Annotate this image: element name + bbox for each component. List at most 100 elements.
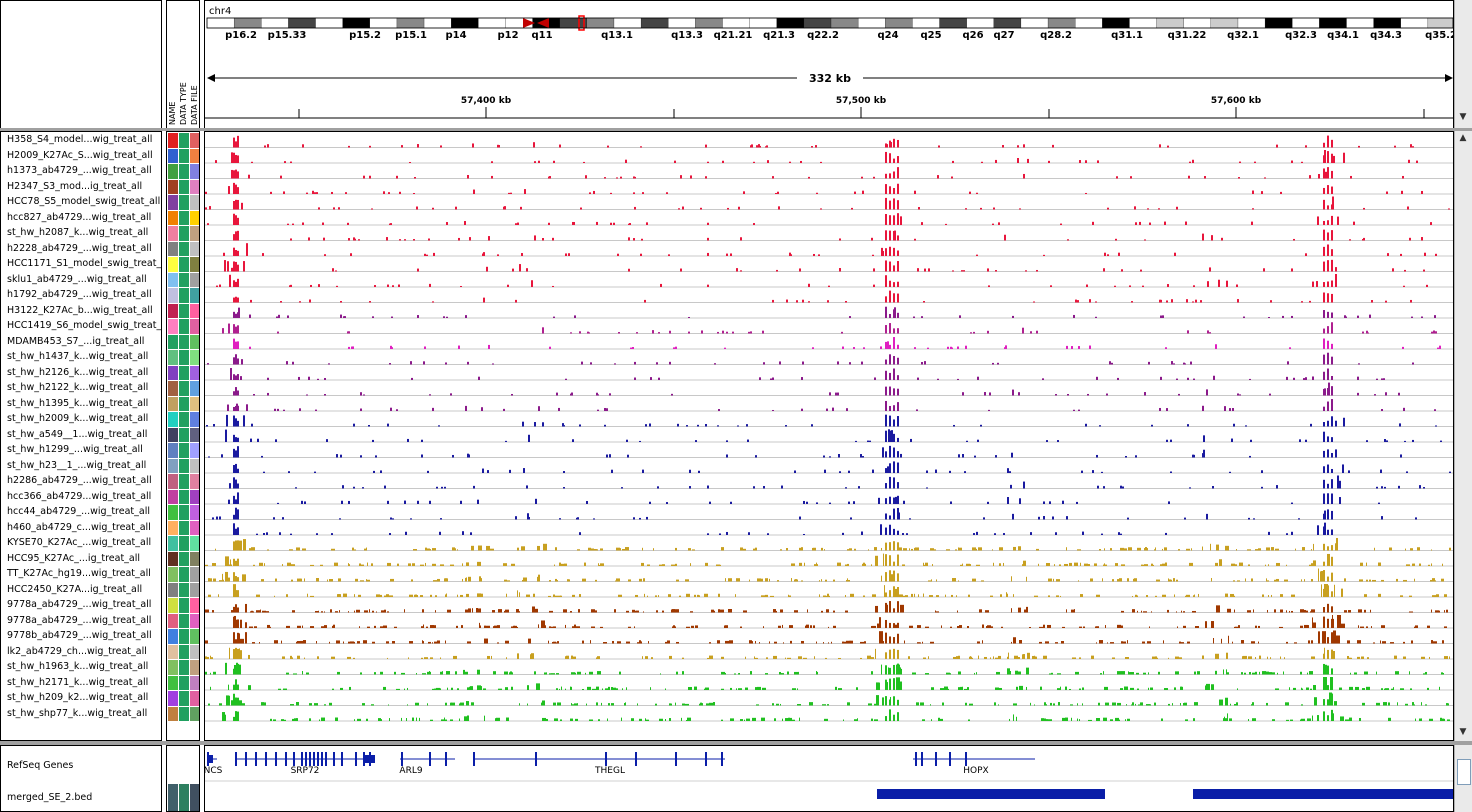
gene-exon[interactable] [309, 752, 311, 766]
track-attribute-cell[interactable] [168, 489, 178, 504]
track-attribute-cell[interactable] [168, 629, 178, 644]
track-name[interactable]: st_hw_a549__1...wig_treat_all [7, 428, 148, 440]
track-names-panel[interactable]: H358_S4_model...wig_treat_all H2009_K27Ac… [0, 131, 162, 741]
track-attribute-cell[interactable] [168, 303, 178, 318]
track-attribute-cell[interactable] [190, 226, 199, 241]
track-name[interactable]: HCC78_S5_model_swig_treat_all [7, 196, 161, 207]
gene-exon[interactable] [305, 752, 307, 766]
track-attribute-cell[interactable] [179, 629, 189, 644]
track-attribute-cell[interactable] [190, 489, 199, 504]
track-name[interactable]: st_hw_h2122_k...wig_treat_all [7, 382, 149, 393]
scroll-up-icon[interactable]: ▲ [1459, 133, 1467, 143]
signal-track[interactable] [222, 322, 1437, 334]
gene-exon[interactable] [275, 752, 277, 766]
track-attribute-cell[interactable] [168, 691, 178, 706]
track-attribute-cell[interactable] [168, 319, 178, 334]
track-name[interactable]: hcc44_ab4729_...wig_treat_all [7, 506, 150, 517]
signal-track[interactable] [233, 135, 1414, 148]
track-attribute-cell[interactable] [168, 272, 178, 287]
track-attribute-cell[interactable] [179, 458, 189, 473]
track-attribute-cell[interactable] [168, 427, 178, 442]
gene-exon[interactable] [207, 755, 213, 763]
track-attribute-cell[interactable] [179, 412, 189, 427]
gene-exon[interactable] [245, 752, 247, 766]
track-attribute-cell[interactable] [190, 365, 199, 380]
track-attribute-cell[interactable] [179, 613, 189, 628]
track-attributes-panel[interactable] [166, 131, 200, 741]
signal-track[interactable] [205, 662, 1444, 675]
track-attribute-cell[interactable] [179, 272, 189, 287]
gene-exon[interactable] [355, 752, 357, 766]
track-name[interactable]: h1373_ab4729_...wig_treat_all [7, 165, 152, 176]
ruler-svg[interactable]: chr4 p16.2 p15.33 p15.2 p15.1 p14 p12 q11 q13.1… [205, 1, 1454, 130]
track-attribute-cell[interactable] [179, 226, 189, 241]
gene-exon[interactable] [317, 752, 319, 766]
signal-track[interactable] [222, 709, 1450, 721]
track-attribute-cell[interactable] [190, 567, 199, 582]
track-name[interactable]: HCC1171_S1_model_swig_treat_ [7, 258, 162, 269]
track-name[interactable]: h460_ab4729_c...wig_treat_all [7, 521, 151, 533]
bed-feature[interactable] [1193, 789, 1454, 799]
signal-track[interactable] [230, 368, 1385, 380]
feature-attributes-panel[interactable] [166, 745, 200, 812]
track-name[interactable]: st_hw_h209_k2...wig_treat_all [7, 692, 149, 703]
signal-track[interactable] [205, 647, 1450, 659]
track-attribute-cell[interactable] [179, 195, 189, 210]
track-attribute-cell[interactable] [190, 303, 199, 318]
signal-track[interactable] [207, 213, 1432, 225]
track-attribute-cell[interactable] [168, 164, 178, 179]
track-attribute-cell[interactable] [168, 257, 178, 272]
track-attribute-cell[interactable] [190, 257, 199, 272]
track-data-panel[interactable] [204, 131, 1454, 741]
track-attribute-cell[interactable] [190, 536, 199, 551]
signal-track[interactable] [233, 229, 1423, 241]
track-attribute-cell[interactable] [179, 520, 189, 535]
signal-track[interactable] [233, 522, 1333, 535]
track-attribute-cell[interactable] [179, 567, 189, 582]
gene-exon[interactable] [921, 752, 923, 766]
signal-track[interactable] [207, 352, 1414, 365]
gene-exon[interactable] [321, 752, 323, 766]
gene-exon[interactable] [721, 752, 723, 766]
signal-track[interactable] [215, 150, 1418, 163]
gene-exon[interactable] [949, 752, 951, 766]
gene-exon[interactable] [429, 752, 431, 766]
track-attribute-cell[interactable] [179, 489, 189, 504]
signal-tracks-svg[interactable] [205, 132, 1454, 741]
track-attribute-cell[interactable] [179, 691, 189, 706]
bed-feature[interactable] [877, 789, 1105, 799]
signal-track[interactable] [208, 692, 1449, 706]
gene-exon[interactable] [333, 752, 335, 766]
track-attribute-cell[interactable] [168, 474, 178, 489]
track-attribute-cell[interactable] [190, 443, 199, 458]
track-attribute-cell[interactable] [190, 148, 199, 163]
signal-track[interactable] [206, 414, 1437, 427]
signal-track[interactable] [216, 274, 1428, 287]
track-attribute-cell[interactable] [168, 551, 178, 566]
track-name[interactable]: 9778a_ab4729_...wig_treat_all [7, 599, 152, 610]
signal-track[interactable] [225, 429, 1442, 442]
track-name[interactable]: hcc366_ab4729...wig_treat_all [7, 490, 152, 502]
track-attribute-cell[interactable] [168, 582, 178, 597]
attr-col-name[interactable]: NAME [168, 101, 177, 125]
track-attribute-cell[interactable] [179, 675, 189, 690]
track-name[interactable]: hcc827_ab4729...wig_treat_all [7, 211, 152, 223]
track-attribute-cell[interactable] [179, 148, 189, 163]
track-attribute-cell[interactable] [190, 272, 199, 287]
track-attribute-cell[interactable] [179, 582, 189, 597]
track-attribute-cell[interactable] [179, 257, 189, 272]
track-attribute-cell[interactable] [168, 179, 178, 194]
track-attribute-cell[interactable] [179, 288, 189, 303]
track-attribute-cell[interactable] [168, 613, 178, 628]
track-attribute-cell[interactable] [168, 412, 178, 427]
track-attribute-cell[interactable] [179, 179, 189, 194]
track-name[interactable]: st_hw_h1395_k...wig_treat_all [7, 397, 149, 409]
signal-track[interactable] [223, 243, 1437, 256]
track-name[interactable]: H3122_K27Ac_b...wig_treat_all [7, 304, 153, 316]
gene-exon[interactable] [235, 752, 237, 766]
track-attribute-cell[interactable] [168, 241, 178, 256]
track-name[interactable]: st_hw_h23__1_...wig_treat_all [7, 459, 147, 471]
signal-track[interactable] [233, 615, 1447, 628]
signal-track[interactable] [205, 601, 1448, 613]
scroll-up-icon[interactable]: ▼ [1459, 112, 1467, 122]
